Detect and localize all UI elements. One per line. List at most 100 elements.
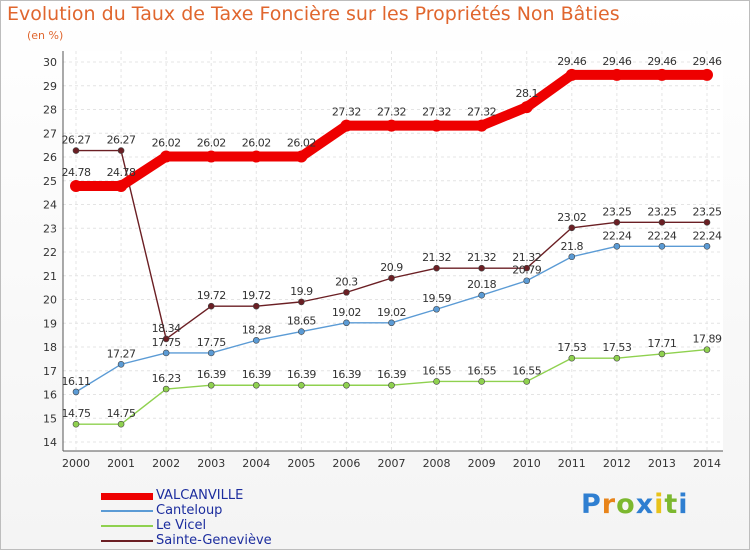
data-label-valcanville: 26.02	[287, 137, 316, 150]
data-label-sainte-genevi-ve: 18.34	[152, 322, 181, 335]
logo-letter: t	[664, 489, 679, 520]
data-label-valcanville: 26.02	[152, 137, 181, 150]
y-tick-label: 23	[43, 222, 57, 235]
data-label-le-vicel: 16.55	[422, 364, 451, 377]
y-tick-label: 20	[43, 294, 57, 307]
data-point-canteloup	[252, 337, 260, 344]
data-point-canteloup	[298, 328, 305, 335]
data-label-sainte-genevi-ve: 19.9	[290, 285, 313, 298]
y-tick-label: 16	[43, 389, 57, 402]
axis-layer: 14 15 16 17 18 19 20 21 22 23 24 25 26 27 28 29 30 2000 20…	[43, 51, 723, 470]
data-point-sainte-genevi-ve	[523, 264, 531, 272]
y-tick-label: 25	[43, 175, 57, 188]
data-point-canteloup	[613, 243, 621, 250]
data-label-canteloup: 18.28	[242, 323, 271, 336]
data-label-valcanville: 26.02	[242, 137, 271, 150]
data-label-valcanville: 26.02	[197, 137, 226, 150]
data-label-le-vicel: 16.55	[467, 364, 496, 377]
data-label-valcanville: 29.46	[647, 55, 676, 68]
x-tick-label: 2002	[152, 457, 180, 470]
data-label-sainte-genevi-ve: 19.72	[242, 289, 271, 302]
y-tick-label: 27	[43, 127, 57, 140]
data-label-canteloup: 20.79	[512, 264, 541, 277]
chart-unit: (en %)	[27, 29, 64, 42]
data-point-le-vicel	[523, 378, 531, 385]
data-label-canteloup: 16.11	[62, 375, 91, 388]
data-point-sainte-genevi-ve	[568, 224, 576, 232]
logo-letter: P	[581, 489, 602, 520]
data-point-sainte-genevi-ve	[207, 302, 215, 310]
x-tick-label: 2000	[62, 457, 90, 470]
x-tick-label: 2011	[558, 457, 586, 470]
legend-swatch-le-vicel	[101, 525, 153, 527]
data-point-canteloup	[523, 277, 531, 285]
data-label-canteloup: 21.8	[561, 240, 584, 253]
data-point-valcanville	[655, 68, 668, 81]
data-point-sainte-genevi-ve	[478, 264, 485, 272]
data-label-valcanville: 27.32	[422, 106, 451, 119]
data-point-sainte-genevi-ve	[658, 219, 666, 226]
data-point-canteloup	[162, 349, 170, 357]
data-point-canteloup	[433, 305, 440, 313]
data-point-valcanville	[475, 119, 488, 132]
data-label-sainte-genevi-ve: 19.72	[197, 289, 226, 302]
data-point-le-vicel	[658, 350, 666, 358]
data-point-le-vicel	[207, 381, 215, 389]
x-tick-label: 2001	[107, 457, 135, 470]
data-label-sainte-genevi-ve: 26.27	[107, 134, 136, 147]
data-point-le-vicel	[433, 378, 440, 385]
data-point-valcanville	[520, 101, 533, 114]
data-point-canteloup	[207, 349, 215, 357]
data-point-valcanville	[160, 150, 173, 163]
data-point-valcanville	[295, 150, 308, 163]
data-label-sainte-genevi-ve: 23.25	[693, 205, 722, 218]
data-label-valcanville: 28.1	[515, 87, 538, 100]
legend-swatch-sainte-genevieve	[101, 540, 153, 542]
data-label-le-vicel: 14.75	[107, 407, 136, 420]
data-point-canteloup	[72, 388, 80, 396]
y-tick-label: 24	[43, 199, 57, 212]
data-label-sainte-genevi-ve: 20.3	[335, 275, 358, 288]
data-label-canteloup: 17.75	[197, 336, 226, 349]
logo-letter: i	[678, 489, 689, 520]
y-tick-label: 30	[43, 56, 57, 69]
data-label-sainte-genevi-ve: 20.9	[380, 261, 403, 274]
data-label-canteloup: 17.27	[107, 347, 136, 360]
y-tick-label: 21	[43, 270, 57, 283]
data-label-valcanville: 29.46	[602, 55, 631, 68]
data-label-le-vicel: 17.71	[647, 337, 676, 350]
data-point-valcanville	[430, 119, 443, 132]
y-tick-label: 17	[43, 365, 57, 378]
data-point-sainte-genevi-ve	[388, 274, 395, 282]
data-label-le-vicel: 16.55	[512, 364, 541, 377]
data-point-le-vicel	[613, 354, 621, 362]
data-label-valcanville: 24.78	[62, 166, 91, 179]
data-label-valcanville: 29.46	[693, 55, 722, 68]
chart-title: Evolution du Taux de Taxe Foncière sur l…	[7, 3, 620, 25]
proxiti-logo: Proxiti	[581, 489, 691, 529]
data-label-valcanville: 24.78	[107, 166, 136, 179]
legend-label: Le Vicel	[156, 518, 207, 533]
data-label-valcanville: 27.32	[332, 106, 361, 119]
data-label-le-vicel: 16.39	[197, 368, 226, 381]
legend-swatch-valcanville	[101, 493, 153, 500]
data-point-le-vicel	[298, 381, 305, 389]
data-point-le-vicel	[117, 420, 125, 428]
legend-label: Canteloup	[156, 503, 223, 518]
data-point-valcanville	[610, 68, 623, 81]
data-label-canteloup: 18.65	[287, 315, 316, 328]
data-point-le-vicel	[478, 378, 485, 385]
data-label-le-vicel: 17.89	[693, 333, 722, 346]
data-label-canteloup: 22.24	[693, 229, 722, 242]
data-point-canteloup	[343, 319, 350, 327]
data-point-le-vicel	[388, 381, 395, 389]
x-tick-label: 2006	[332, 457, 360, 470]
x-tick-label: 2008	[423, 457, 451, 470]
label-layer: 26.27 26.27 18.34 19.72 19.72 19.9 20.3 20.9 21.…	[62, 55, 723, 420]
y-tick-label: 18	[43, 341, 57, 354]
data-label-sainte-genevi-ve: 26.27	[62, 134, 91, 147]
data-label-sainte-genevi-ve: 21.32	[467, 251, 496, 264]
y-tick-label: 14	[43, 436, 57, 449]
data-point-sainte-genevi-ve	[72, 147, 80, 154]
